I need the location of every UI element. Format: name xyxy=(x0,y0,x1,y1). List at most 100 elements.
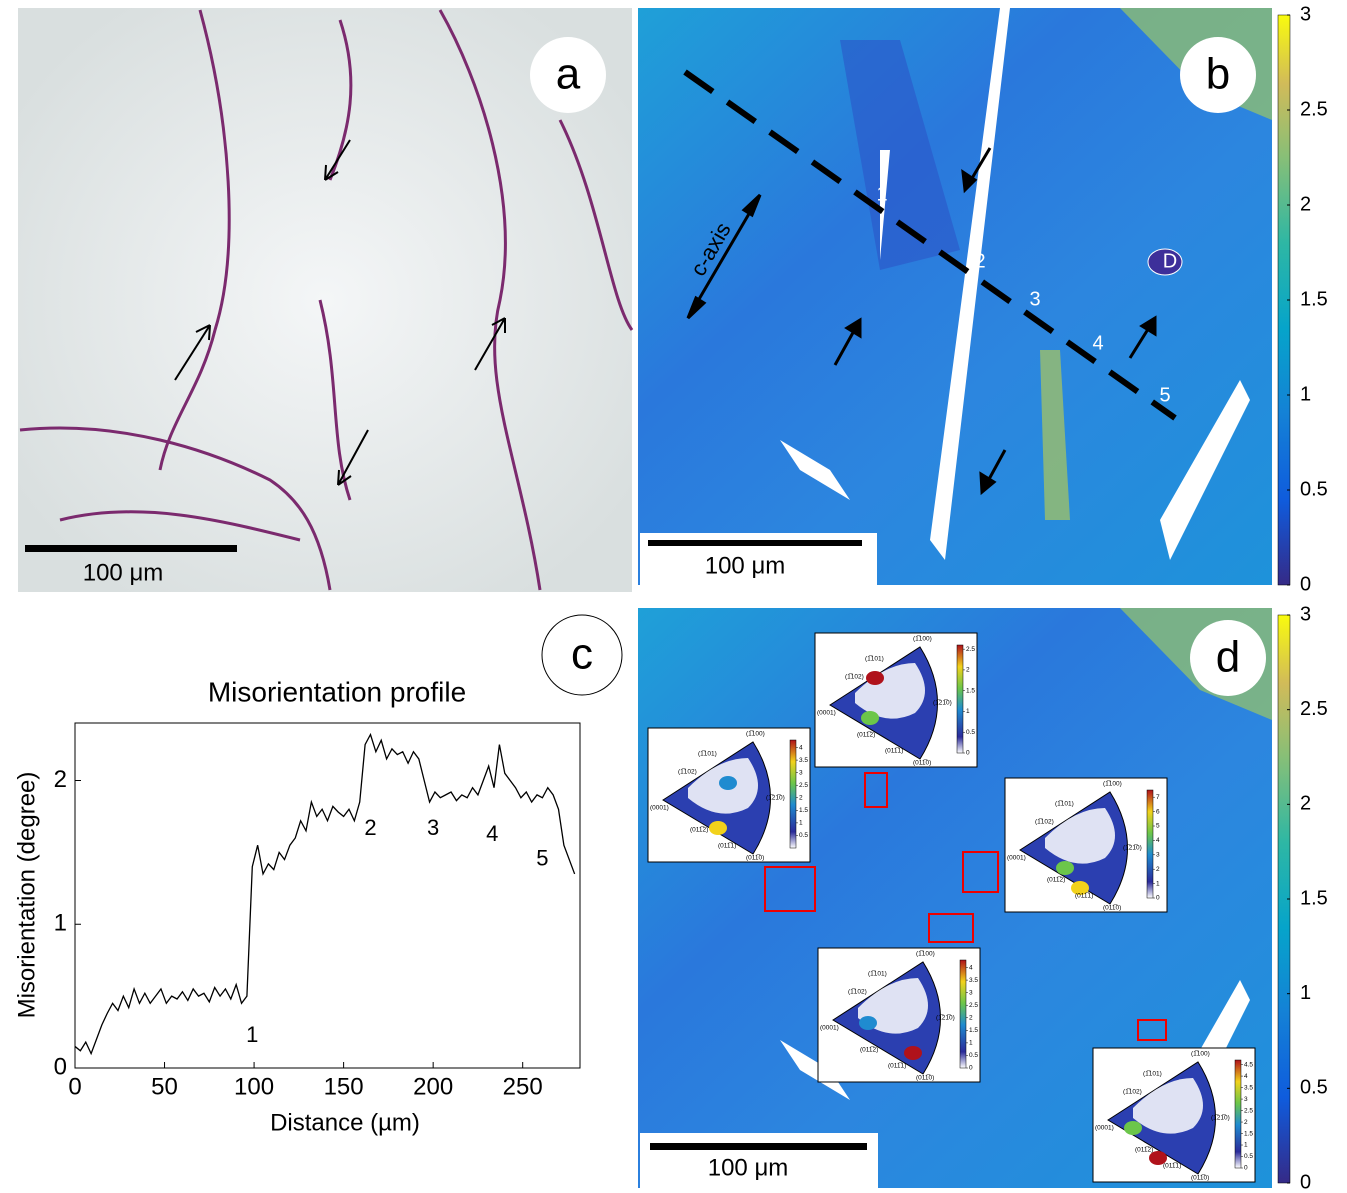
inset-colorbar-label: 1 xyxy=(1244,1142,1248,1149)
grain-label: D xyxy=(1163,250,1177,272)
arrow xyxy=(337,429,369,486)
scale-bar-label: 100 μm xyxy=(705,552,786,579)
colorbar-tick-label: 0.5 xyxy=(1300,1077,1328,1099)
scale-bar-label: 100 μm xyxy=(708,1154,789,1181)
inset-colorbar-label: 2.5 xyxy=(969,1002,978,1009)
inset-colorbar-label: 3.5 xyxy=(1244,1084,1253,1091)
profile-labels: 1 2 3 4 5 xyxy=(876,183,1170,406)
inset-colorbar xyxy=(1146,789,1154,899)
plot-frame xyxy=(74,722,581,1069)
pole-label: (1̅101) xyxy=(698,750,717,758)
inset-colorbar-label: 1 xyxy=(1156,880,1160,887)
ipf-inset: (0001) (1̅101) (1̅102) (1̅100) (1̅21̅0) (011̅… xyxy=(817,947,981,1083)
inset-colorbar-label: 7 xyxy=(1156,794,1160,801)
inset-colorbar-label: 2 xyxy=(969,1014,973,1021)
pole-label: (1̅100) xyxy=(1103,780,1122,788)
x-tick-label: 0 xyxy=(68,1073,81,1100)
inset-colorbar-label: 0 xyxy=(1156,895,1160,902)
inset-colorbar-label: 1 xyxy=(969,1040,973,1047)
colorbar-tick-label: 1.5 xyxy=(1300,887,1328,909)
profile-label: 1 xyxy=(876,183,887,205)
inset-colorbar-label: 4 xyxy=(1156,837,1160,844)
ipf-low xyxy=(1045,808,1115,864)
pole-label: (1̅102) xyxy=(1123,1088,1142,1096)
ipf-blob xyxy=(1071,881,1089,895)
y-tick-label: 2 xyxy=(54,766,67,793)
pole-label: (1̅102) xyxy=(845,673,864,681)
colorbar-tick-label: 2 xyxy=(1300,193,1311,215)
annotation: 3 xyxy=(427,815,439,840)
colorbar-tick-label: 0.5 xyxy=(1300,478,1328,500)
region xyxy=(1137,1019,1167,1041)
pole-label: (1̅100) xyxy=(916,950,935,958)
pole-label: (1̅101) xyxy=(865,655,884,663)
annotation: 4 xyxy=(486,821,498,846)
inset-colorbar-label: 4 xyxy=(1244,1073,1248,1080)
grain-d xyxy=(1147,248,1183,276)
panel-d: 100 μm d (0001) (1̅101) (1̅102) (1̅100) (1̅2… xyxy=(638,608,1272,1188)
ipf-low xyxy=(1133,1078,1203,1134)
panel-c: c Misorientation profile Distance (µm) M… xyxy=(13,614,623,1136)
panel-label-circle xyxy=(1190,620,1266,696)
colorbar-tick-label: 1.5 xyxy=(1300,288,1328,310)
c-axis-arrow xyxy=(686,194,762,319)
boundary xyxy=(318,299,352,501)
inset-colorbar xyxy=(789,739,797,849)
pole-label: (0001) xyxy=(650,805,669,812)
pole-label: (1̅100) xyxy=(746,730,765,738)
pole-label: (1̅102) xyxy=(1035,818,1054,826)
pole-label: (1̅101) xyxy=(868,970,887,978)
pole-label: (1̅21̅0) xyxy=(1123,844,1142,852)
pole-label: (0001) xyxy=(1095,1125,1114,1132)
profile-line xyxy=(683,69,1177,421)
pole-label: (1̅102) xyxy=(848,988,867,996)
ipf-blob xyxy=(861,711,879,725)
ipf-low xyxy=(855,663,925,719)
panel-label: c xyxy=(571,630,593,679)
x-axis-label: Distance (µm) xyxy=(270,1109,420,1136)
inset-colorbar-label: 0.5 xyxy=(1244,1153,1253,1160)
pole-label: (1̅21̅0) xyxy=(1211,1114,1230,1122)
pole-label: (1̅100) xyxy=(1191,1050,1210,1058)
colorbar-tick-label: 3 xyxy=(1300,3,1311,25)
inset-colorbar-label: 2.5 xyxy=(966,646,975,653)
inset-colorbar-label: 2 xyxy=(1156,866,1160,873)
data-line xyxy=(74,732,576,1056)
colorbar-tick-label: 2 xyxy=(1300,793,1311,815)
pole-label: (1̅21̅0) xyxy=(766,794,785,802)
x-tick-label: 100 xyxy=(234,1073,274,1100)
panel-label-circle xyxy=(1180,37,1256,113)
region xyxy=(764,866,816,912)
inset-colorbar xyxy=(956,644,964,754)
pole-label: (011̅0) xyxy=(916,1074,934,1082)
scale-bar-box xyxy=(640,1133,878,1188)
inset-colorbar-label: 5 xyxy=(1156,823,1160,830)
arrow xyxy=(833,147,1157,496)
chart-title: Misorientation profile xyxy=(208,676,466,707)
pole-label: (011̅0) xyxy=(746,854,764,862)
profile-label: 5 xyxy=(1159,384,1170,406)
x-tick-label: 250 xyxy=(503,1073,543,1100)
inset-colorbar-label: 1.5 xyxy=(969,1027,978,1034)
inset-colorbar-label: 1 xyxy=(799,820,803,827)
region xyxy=(864,772,888,808)
ipf-inset: (0001) (1̅101) (1̅102) (1̅100) (1̅21̅0) (011̅… xyxy=(1092,1047,1256,1183)
ipf-inset: (0001) (1̅101) (1̅102) (1̅100) (1̅21̅0) (011̅… xyxy=(1004,777,1168,913)
micrograph xyxy=(18,8,632,592)
inset-colorbar-label: 2.5 xyxy=(799,782,808,789)
inset-colorbar-label: 0 xyxy=(1244,1165,1248,1172)
pole-label: (1̅101) xyxy=(1055,800,1074,808)
ipf-blob xyxy=(1149,1151,1167,1165)
ipf-inset: (0001) (1̅101) (1̅102) (1̅100) (1̅21̅0) (011̅… xyxy=(814,632,978,768)
inset-colorbar-label: 3 xyxy=(1244,1096,1248,1103)
scale-bar-label: 100 μm xyxy=(83,559,164,586)
panel-label-circle xyxy=(541,614,623,696)
pole-label: (0001) xyxy=(820,1025,839,1032)
inset-colorbar-label: 2 xyxy=(966,667,970,674)
ipf-blob xyxy=(719,776,737,790)
arrows xyxy=(174,139,506,486)
scale-bar xyxy=(650,1143,867,1150)
pole-label: (011̅0) xyxy=(1103,904,1121,912)
ipf-blob xyxy=(859,1016,877,1030)
